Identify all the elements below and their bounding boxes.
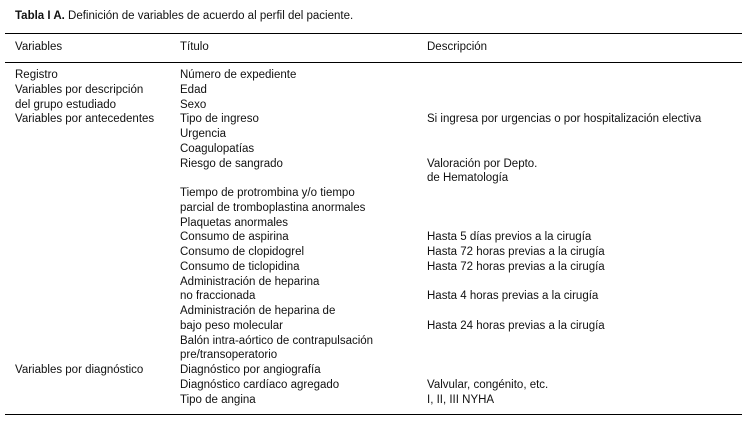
table-row: de Hematología <box>0 172 742 187</box>
cell-descripcion: Hasta 72 horas previas a la cirugía <box>427 260 605 273</box>
table-row: Urgencia <box>0 128 742 143</box>
table-row: Registro Número de expediente <box>0 69 742 84</box>
cell-titulo: Consumo de clopidogrel <box>180 246 305 258</box>
cell-titulo: Riesgo de sangrado <box>180 157 283 170</box>
table-row: Consumo de ticlopidina Hasta 72 horas pre… <box>0 261 742 276</box>
cell-titulo: no fraccionada <box>180 290 256 303</box>
cell-titulo: Administración de heparina <box>180 275 320 288</box>
cell-variable: Variables por diagnóstico <box>15 364 144 376</box>
cell-descripcion: Valvular, congénito, etc. <box>427 378 549 391</box>
cell-titulo: Administración de heparina de <box>180 305 336 317</box>
table-caption: Tabla I A. Definición de variables de ac… <box>15 10 353 22</box>
table-row: bajo peso molecular Hasta 24 horas previa… <box>0 320 742 335</box>
header-descripcion: Descripción <box>427 41 488 53</box>
cell-descripcion: Hasta 24 horas previas a la cirugía <box>427 319 605 332</box>
table-row: Administración de heparina de <box>0 305 742 320</box>
cell-variable: del grupo estudiado <box>15 98 117 111</box>
cell-descripcion: I, II, III NYHA <box>427 393 495 406</box>
table-row: pre/transoperatorio <box>0 349 742 364</box>
cell-titulo: Urgencia <box>180 128 227 140</box>
table-row: Variables por diagnóstico Diagnóstico por… <box>0 364 742 379</box>
table-row: Tiempo de protrombina y/o tiempo <box>0 187 742 202</box>
cell-descripcion: Valoración por Depto. <box>427 157 538 170</box>
top-rule <box>5 33 742 34</box>
cell-titulo: Plaquetas anormales <box>180 216 289 229</box>
caption-label: Tabla I A. <box>15 10 65 22</box>
cell-titulo: Tiempo de protrombina y/o tiempo <box>180 187 355 199</box>
cell-descripcion: de Hematología <box>427 172 509 185</box>
cell-titulo: Tipo de ingreso <box>180 113 259 126</box>
cell-titulo: Balón intra-aórtico de contrapulsación <box>180 334 374 347</box>
bottom-rule <box>5 414 742 415</box>
table-row: Consumo de clopidogrel Hasta 72 horas pre… <box>0 246 742 261</box>
table-header: Variables Título Descripción <box>0 41 742 56</box>
cell-descripcion: Hasta 72 horas previas a la cirugía <box>427 246 605 258</box>
cell-descripcion: Hasta 4 horas previas a la cirugía <box>427 290 599 303</box>
table-row: Plaquetas anormales <box>0 217 742 232</box>
table-body: Registro Número de expediente Variables po… <box>0 69 742 408</box>
table-row: del grupo estudiado Sexo <box>0 99 742 114</box>
cell-descripcion: Hasta 5 días previos a la cirugía <box>427 231 592 244</box>
table-row: Diagnóstico cardíaco agregado Valvular, c… <box>0 379 742 394</box>
cell-titulo: Diagnóstico por angiografía <box>180 364 321 376</box>
cell-titulo: Edad <box>180 83 207 96</box>
table-row: Coagulopatías <box>0 143 742 158</box>
table-row: Variables por antecedentes Tipo de ingres… <box>0 113 742 128</box>
header-titulo: Título <box>180 41 209 53</box>
cell-titulo: parcial de tromboplastina anormales <box>180 201 366 214</box>
cell-titulo: Tipo de angina <box>180 393 256 406</box>
cell-titulo: Consumo de aspirina <box>180 231 289 244</box>
table-row: Riesgo de sangrado Valoración por Depto. <box>0 158 742 173</box>
table-row: Administración de heparina <box>0 276 742 291</box>
cell-titulo: Consumo de ticlopidina <box>180 260 300 273</box>
cell-descripcion: Si ingresa por urgencias o por hospitali… <box>427 113 702 126</box>
header-variables: Variables <box>15 41 63 53</box>
table-row: Balón intra-aórtico de contrapulsación <box>0 335 742 350</box>
cell-titulo: Sexo <box>180 98 207 111</box>
cell-titulo: pre/transoperatorio <box>180 349 278 362</box>
cell-titulo: Coagulopatías <box>180 142 255 155</box>
caption-text: Definición de variables de acuerdo al pe… <box>64 10 354 22</box>
cell-variable: Variables por descripción <box>15 83 144 96</box>
table-row: Tipo de angina I, II, III NYHA <box>0 394 742 409</box>
table-row: parcial de tromboplastina anormales <box>0 202 742 217</box>
header-rule <box>5 62 742 63</box>
cell-titulo: bajo peso molecular <box>180 319 283 332</box>
cell-titulo: Número de expediente <box>180 69 297 81</box>
cell-titulo: Diagnóstico cardíaco agregado <box>180 378 340 391</box>
cell-variable: Registro <box>15 69 58 81</box>
cell-variable: Variables por antecedentes <box>15 113 155 126</box>
table-row: no fraccionada Hasta 4 horas previas a la… <box>0 290 742 305</box>
table-row: Consumo de aspirina Hasta 5 días previos … <box>0 231 742 246</box>
table-row: Variables por descripción Edad <box>0 84 742 99</box>
